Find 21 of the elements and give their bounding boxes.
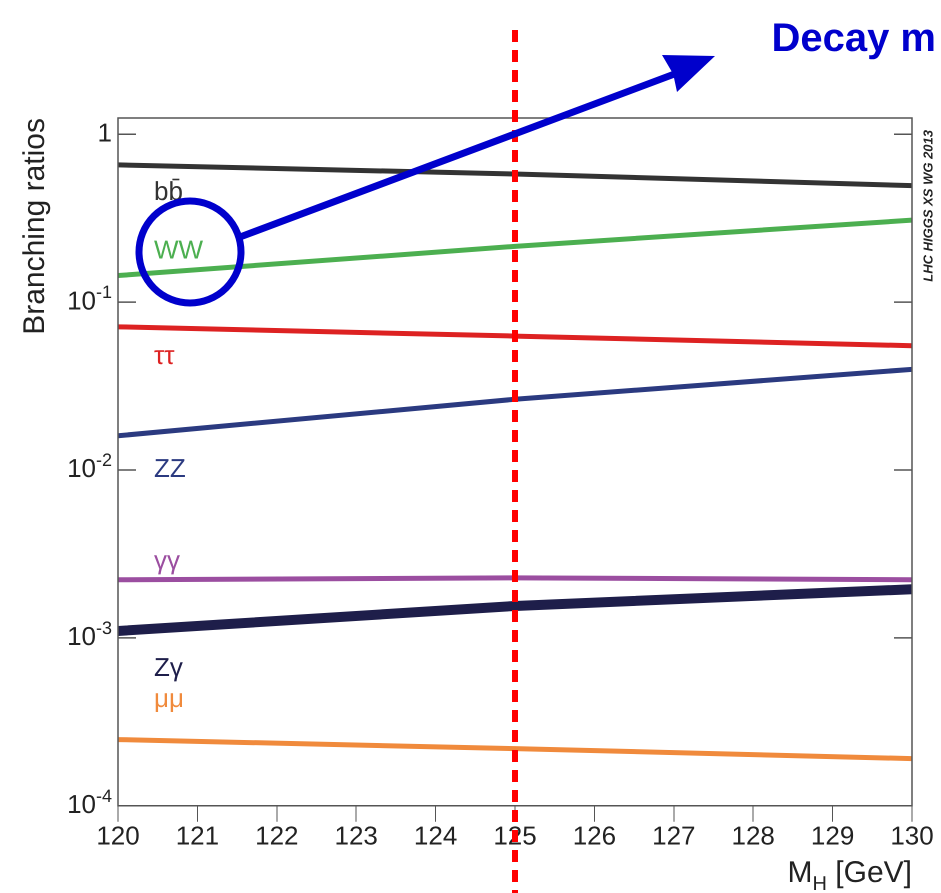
x-tick-label: 120 [96,820,140,851]
x-tick-label: 130 [890,820,934,851]
x-tick-label: 129 [810,820,854,851]
x-tick-label: 127 [652,820,696,851]
text: LHC HIGGS XS WG 2013 [920,129,936,282]
x-tick-label: 122 [255,820,298,851]
y-tick-label: 1 [98,117,112,148]
series-label: bb̄ [154,176,183,206]
x-tick-label: 128 [732,820,775,851]
series-label: ττ [154,340,176,370]
series-label: WW [154,234,204,265]
x-tick-label: 123 [334,820,378,851]
series-label: γγ [154,544,180,575]
series-label: Zγ [154,652,183,682]
x-tick-label: 124 [414,820,458,851]
x-tick-label: 121 [176,820,220,851]
y-axis-title: Branching ratios [18,118,51,335]
text: Decay m [771,16,936,60]
x-tick-label: 126 [572,820,616,851]
series-label: μμ [154,682,184,713]
series-label: ZZ [154,452,186,483]
